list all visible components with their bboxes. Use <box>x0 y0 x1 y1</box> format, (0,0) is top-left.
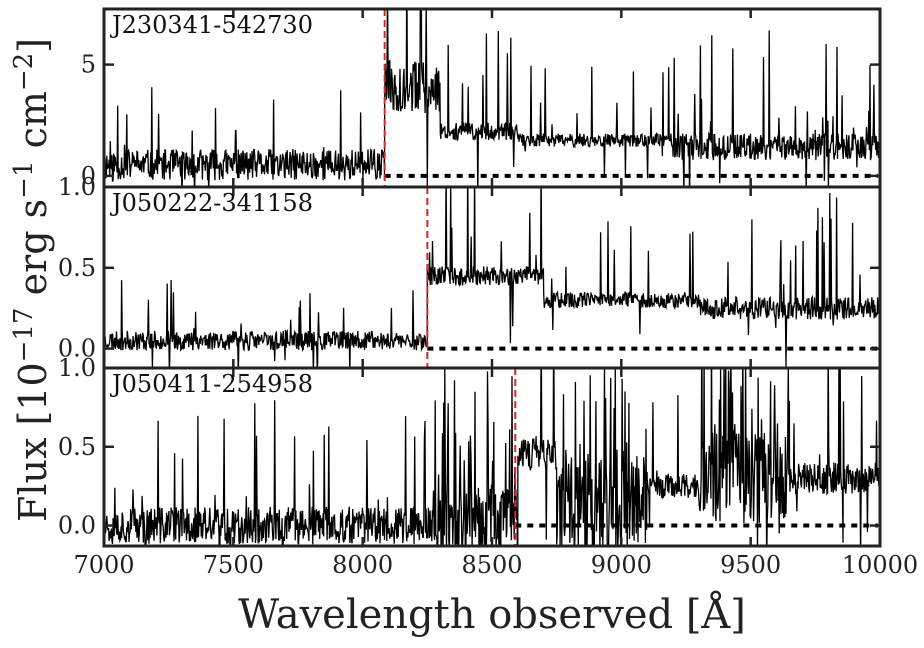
panel-1: 0 5 J230341-542730 <box>81 7 882 190</box>
x-tick-label: 7000 <box>73 551 134 579</box>
y-tick-label: 0.5 <box>58 254 96 282</box>
y-axis-title: Flux [10−17 erg s−1 cm−2] <box>9 38 55 522</box>
x-tick-label: 9000 <box>591 551 652 579</box>
spectrum-line <box>104 9 880 187</box>
panel-object-name: J050411-254958 <box>109 370 313 398</box>
y-tick-label: 0.5 <box>58 433 96 461</box>
x-tick-label: 8500 <box>461 551 522 579</box>
panel-2: 0.0 0.5 1.0 J050222-341158 <box>58 173 882 370</box>
panel-3: 0.0 0.5 1.0 J050411-254958 <box>58 354 882 548</box>
y-tick-label: 0.0 <box>58 335 96 363</box>
y-tick-label: 0.0 <box>58 512 96 540</box>
spectrum-line <box>104 187 880 368</box>
panel-object-name: J050222-341158 <box>109 189 313 217</box>
x-tick-label: 9500 <box>720 551 781 579</box>
x-tick-label: 8000 <box>332 551 393 579</box>
x-tick-label: 10000 <box>842 551 918 579</box>
x-axis-title: Wavelength observed [Å] <box>238 591 746 638</box>
y-tick-label: 1.0 <box>58 173 96 201</box>
y-tick-label: 0 <box>81 162 96 190</box>
panel-object-name: J230341-542730 <box>109 11 313 39</box>
y-tick-label: 1.0 <box>58 354 96 382</box>
x-tick-label: 7500 <box>203 551 264 579</box>
spectrum-line <box>104 368 880 546</box>
y-tick-label: 5 <box>81 51 96 79</box>
